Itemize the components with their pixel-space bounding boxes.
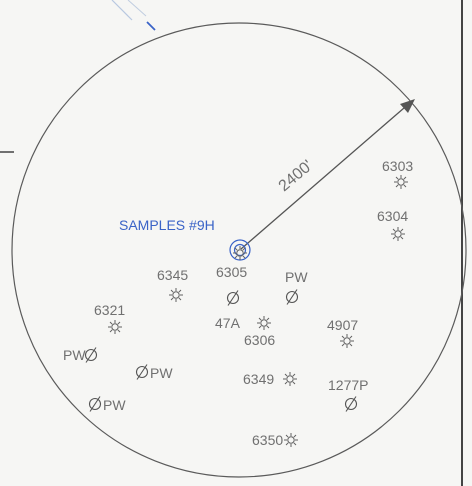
well-label: 6345 (157, 267, 188, 283)
top-blue-tick (146, 21, 156, 31)
sample-inner-ring (233, 243, 247, 257)
well-label: 47A (215, 315, 241, 331)
well-label: 6303 (382, 158, 413, 174)
well-label: 1277P (328, 377, 368, 393)
well-label: 6349 (243, 371, 274, 387)
well-label: 6350 (252, 432, 283, 448)
well-6350: 6350 (252, 432, 299, 448)
well-6304: 6304 (377, 208, 408, 242)
well-6345: 6345 (157, 267, 188, 303)
well-label: PW (285, 269, 308, 285)
well-pw-b: PW (63, 346, 98, 364)
well-label: PW (63, 347, 86, 363)
well-label: PW (103, 397, 126, 413)
radius-arrow-line (240, 107, 405, 250)
well-pw-a: PW (285, 269, 308, 306)
well-pw-d: PW (88, 395, 126, 413)
well-pw-c: PW (135, 363, 173, 381)
well-label: 6304 (377, 208, 408, 224)
well-4907: 4907 (327, 317, 358, 349)
well-label: 4907 (327, 317, 358, 333)
well-label: 6306 (244, 332, 275, 348)
top-faint-line (111, 0, 133, 21)
well-6306: 6306 (244, 332, 275, 348)
well-6303: 6303 (382, 158, 413, 190)
top-faint-line-2 (127, 0, 147, 17)
radius-arrowhead (400, 99, 415, 113)
well-label: 6305 (216, 264, 247, 280)
sample-label: SAMPLES #9H (119, 217, 215, 233)
well-1277p: 1277P (328, 377, 368, 413)
well-label: PW (150, 365, 173, 381)
well-47a: 47A (215, 315, 272, 331)
well-6321: 6321 (94, 302, 125, 335)
radius-circle (11, 22, 467, 478)
well-6305: 6305 (216, 264, 247, 307)
well-6349: 6349 (243, 371, 298, 387)
well-label: 6321 (94, 302, 125, 318)
